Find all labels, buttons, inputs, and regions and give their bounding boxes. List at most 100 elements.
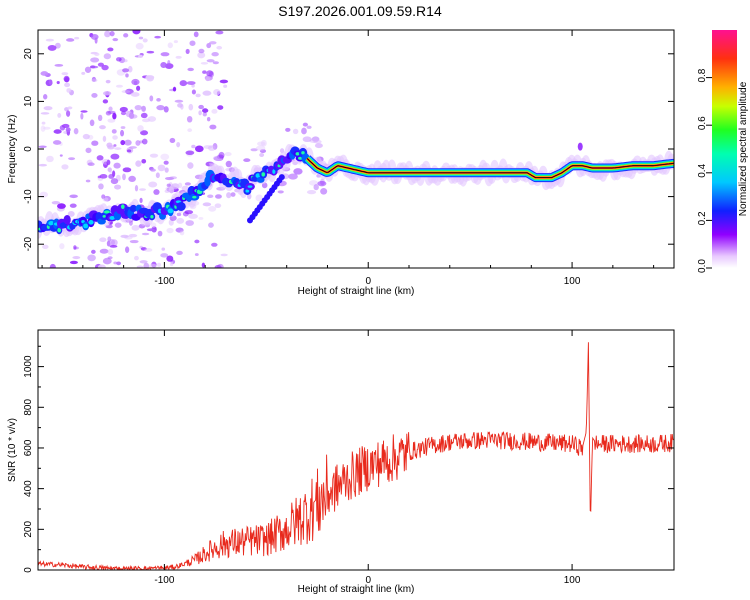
noise-blob [89,65,96,69]
noise-blob [179,230,185,236]
noise-blob [112,170,116,177]
noise-blob [87,254,96,262]
noise-blob [127,65,133,73]
snr-y-tick-label: 400 [23,480,34,497]
noise-blob [126,149,132,153]
noise-blob [217,105,224,110]
noise-blob [194,145,204,153]
snr-y-label: SNR (10 * v/v) [7,418,18,482]
noise-blob [163,106,169,113]
noise-blob [194,253,199,256]
noise-blob [198,110,202,116]
noise-blob [108,239,116,246]
noise-blob [306,189,317,195]
noise-blob [97,264,106,268]
noise-blob [129,239,139,244]
noise-blob [74,36,80,40]
noise-blob [134,185,139,192]
noise-blob [211,109,218,114]
noise-blob [65,127,71,133]
noise-blob [302,122,308,127]
noise-blob [90,33,99,40]
noise-blob [49,263,56,268]
noise-blob [225,160,232,168]
noise-blob [167,59,171,66]
noise-blob [47,44,57,51]
spectrogram-y-label: Frequency (Hz) [7,115,18,184]
noise-blob [119,106,128,113]
noise-blob [187,67,194,72]
noise-blob [191,89,196,95]
snr-y-tick-label: 200 [23,521,34,538]
noise-blob [61,123,70,129]
noise-blob [97,62,104,67]
noise-blob [134,104,142,111]
noise-blob [146,50,155,54]
noise-blob [219,79,229,84]
noise-blob [211,242,218,247]
noise-blob [157,164,166,172]
noise-blob [138,36,144,40]
noise-blob [163,160,169,165]
noise-blob [250,148,258,152]
chart-title: S197.2026.001.09.59.R14 [278,3,442,19]
noise-blob [52,140,62,145]
noise-blob [169,137,176,144]
ridge-highlight [57,227,62,233]
noise-blob [139,197,143,204]
noise-blob [59,154,63,157]
noise-blob [215,30,224,35]
noise-blob [186,81,196,85]
snr-x-tick-label: 100 [564,575,581,586]
noise-blob [105,110,112,116]
noise-blob [104,30,111,38]
noise-blob [146,228,155,232]
noise-blob [102,197,109,202]
noise-blob [206,116,211,122]
noise-blob [255,145,266,151]
noise-blob [40,71,49,76]
noise-blob [177,103,183,108]
noise-blob [69,203,77,208]
noise-blob [67,211,75,217]
noise-blob [56,81,60,85]
noise-blob [43,94,48,100]
noise-blob [317,180,327,187]
noise-blob [107,47,114,52]
noise-blob [205,76,211,82]
noise-blob [55,42,61,49]
noise-blob [61,72,69,76]
noise-blob [139,260,148,264]
noise-blob [202,202,212,207]
noise-blob [142,118,151,123]
noise-blob [113,162,121,169]
ridge-highlight [301,151,305,155]
snr-frame [37,329,675,571]
noise-blob [211,52,219,57]
noise-blob [206,70,214,77]
noise-blob [106,159,111,166]
noise-blob [197,51,206,59]
noise-blob [134,255,139,261]
noise-blob [230,192,236,197]
ridge-highlight [245,189,250,193]
snr-line [38,342,674,570]
snr-x-tick-label: -100 [154,575,174,586]
ridge-highlight [109,216,116,220]
spectrogram-x-label: Height of straight line (km) [298,286,415,297]
noise-blob [150,168,156,172]
noise-blob [48,79,53,85]
noise-blob [43,126,51,130]
noise-blob [102,135,107,142]
noise-blob [208,206,217,212]
colorbar-gradient [712,30,737,268]
noise-blob [172,86,177,92]
noise-blob [156,98,161,102]
noise-blob [80,110,88,113]
noise-blob [154,35,161,39]
noise-blob [166,255,174,262]
noise-blob [46,155,54,163]
noise-blob [38,145,47,149]
